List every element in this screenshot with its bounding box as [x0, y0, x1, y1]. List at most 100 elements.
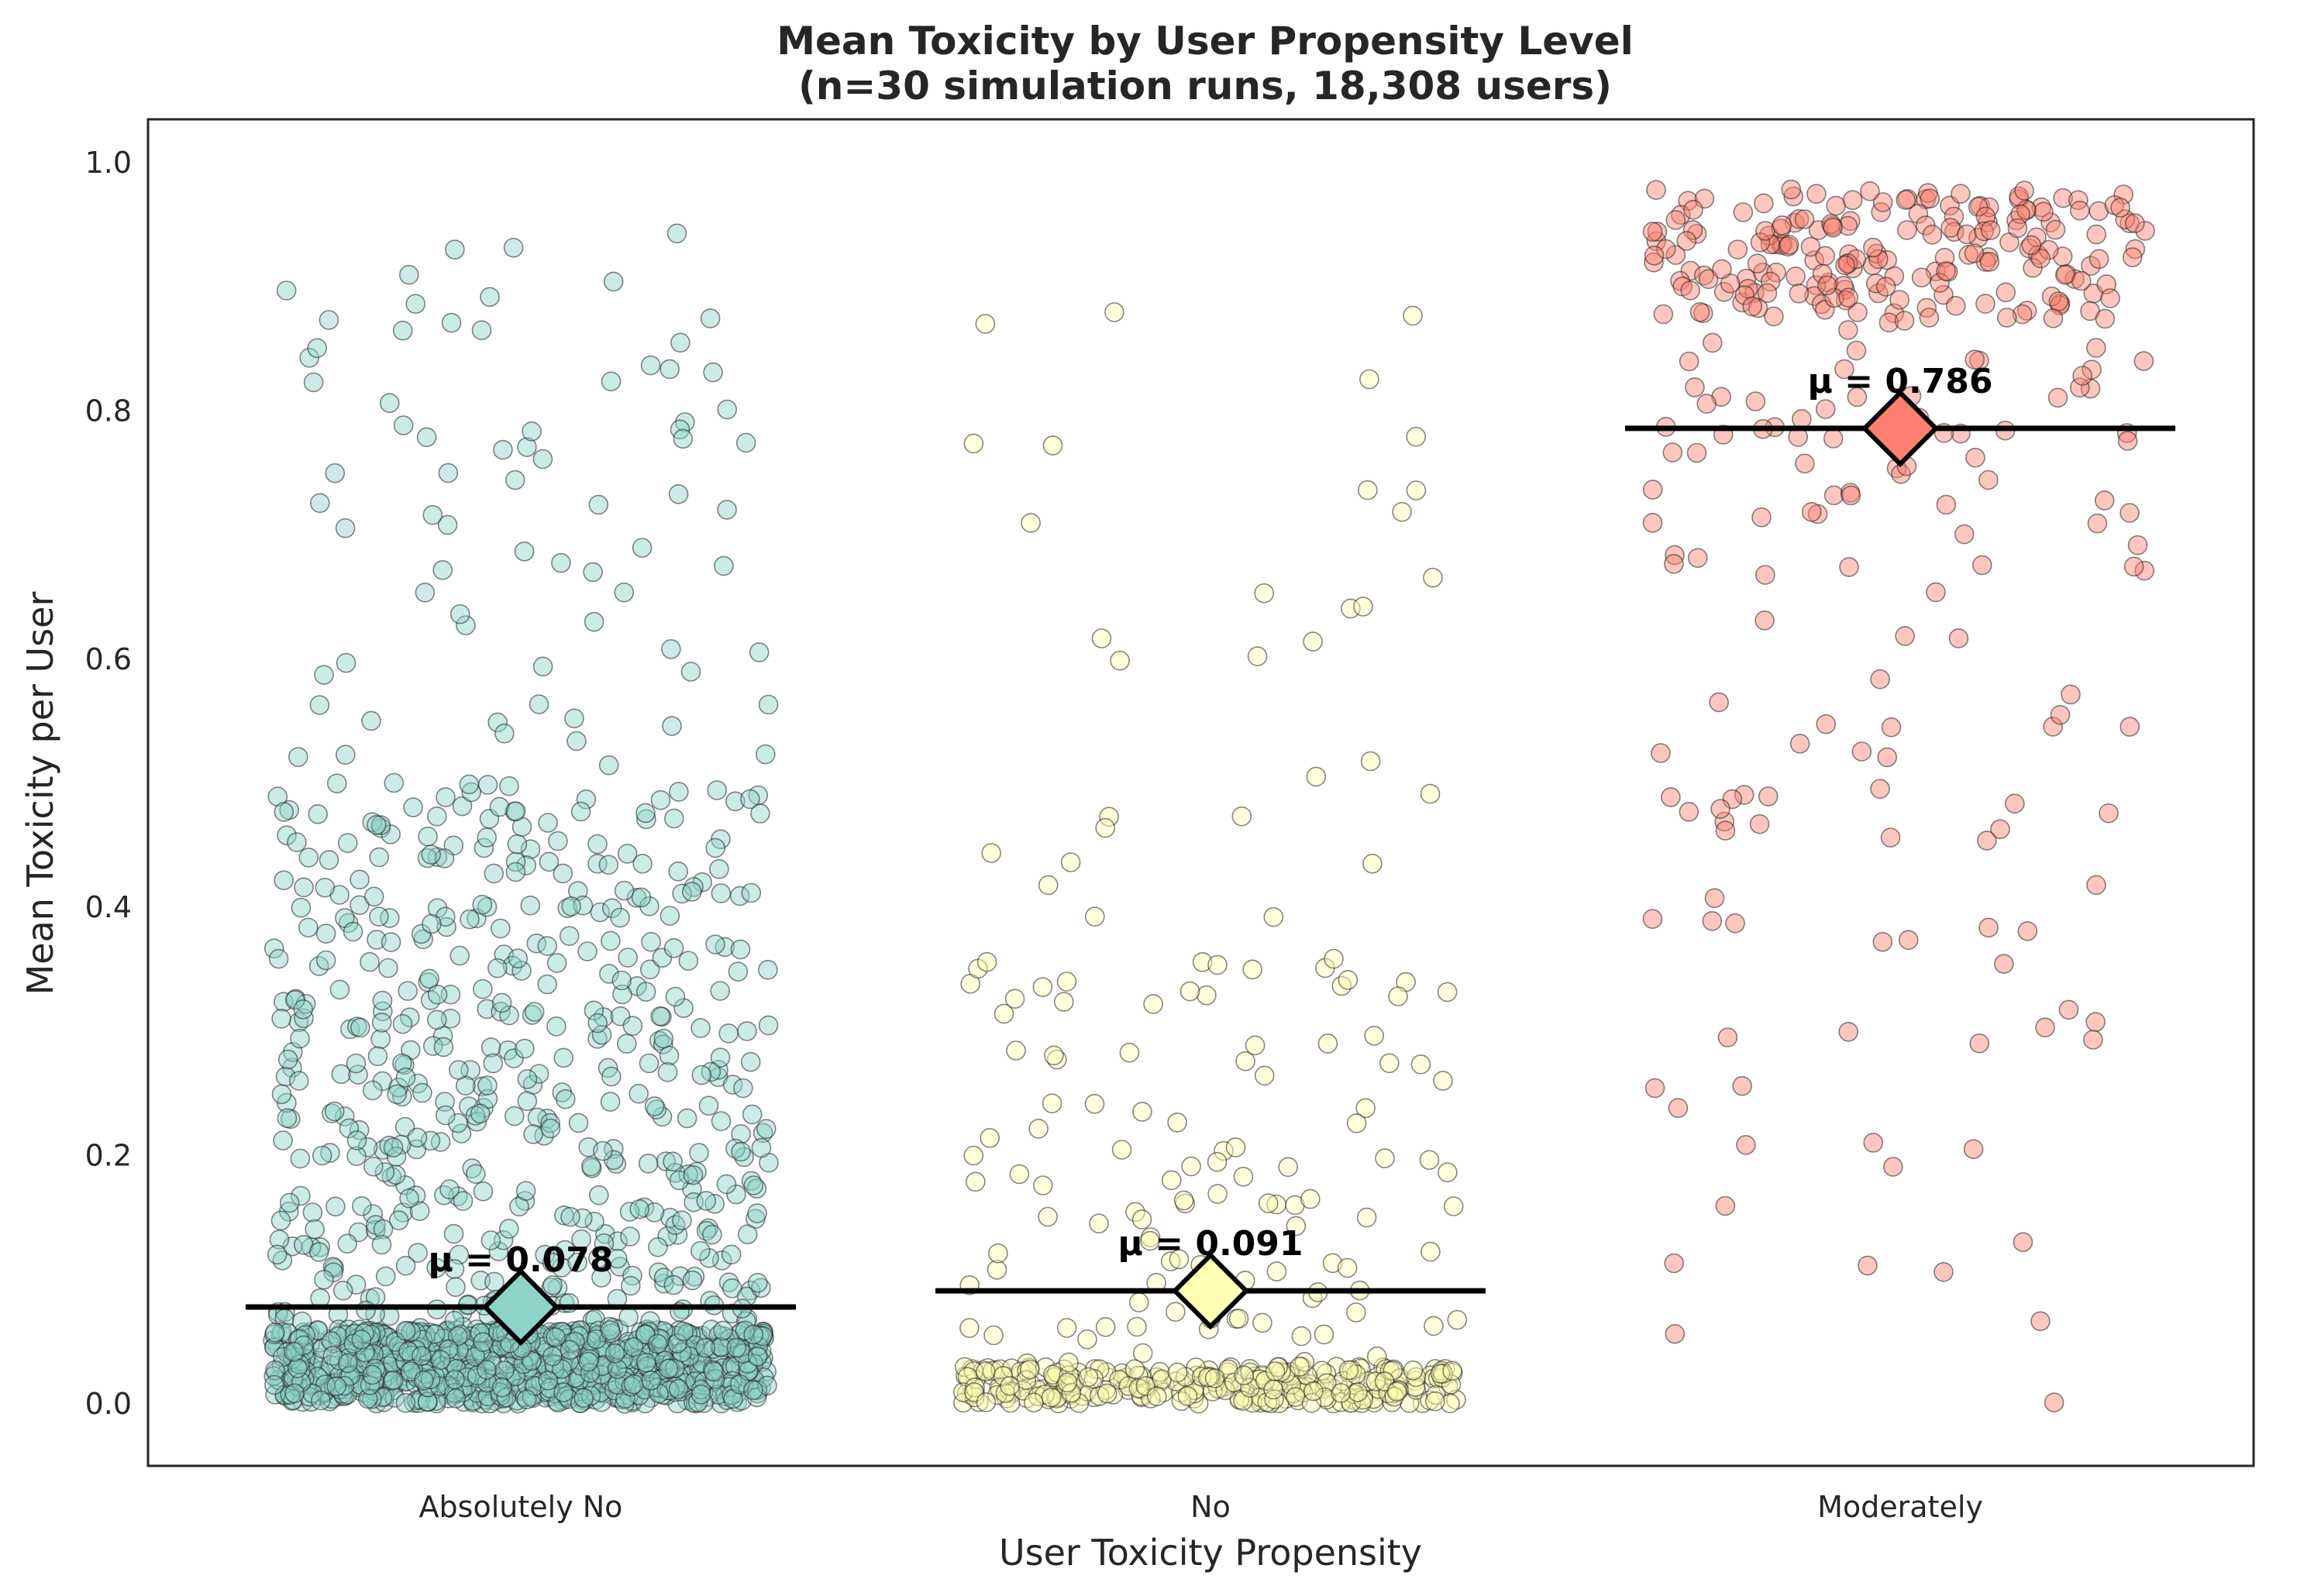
- data-point: [623, 1374, 644, 1395]
- data-point: [505, 862, 526, 882]
- data-point: [314, 665, 334, 685]
- data-point: [612, 984, 632, 1005]
- data-point: [604, 1343, 625, 1364]
- data-point: [2099, 803, 2119, 824]
- data-point: [1245, 1035, 1266, 1056]
- data-point: [670, 332, 690, 353]
- data-point: [437, 514, 458, 535]
- data-point: [360, 951, 380, 972]
- data-point: [1755, 565, 1775, 585]
- data-point: [1020, 1359, 1040, 1380]
- data-point: [267, 786, 288, 807]
- data-point: [1881, 717, 1902, 738]
- data-point: [267, 1244, 288, 1265]
- data-point: [2086, 224, 2106, 245]
- x-axis-label: User Toxicity Propensity: [999, 1532, 1422, 1574]
- data-point: [1736, 1135, 1756, 1155]
- data-point: [641, 1371, 662, 1391]
- data-point: [375, 1266, 396, 1287]
- data-point: [1177, 1386, 1198, 1406]
- data-point: [1038, 875, 1059, 896]
- data-point: [284, 1342, 304, 1362]
- data-point: [350, 895, 370, 916]
- data-point: [288, 1071, 309, 1091]
- data-point: [395, 1321, 416, 1341]
- data-point: [2047, 387, 2068, 408]
- data-point: [601, 371, 622, 392]
- data-point: [498, 1219, 519, 1239]
- data-point: [362, 1080, 383, 1101]
- data-point: [379, 393, 400, 414]
- data-point: [1032, 977, 1053, 997]
- data-point: [2086, 338, 2106, 358]
- data-point: [551, 552, 571, 573]
- data-point: [1838, 320, 1858, 340]
- data-point: [532, 449, 553, 470]
- data-point: [1234, 1365, 1254, 1386]
- data-point: [383, 1370, 404, 1391]
- data-point: [311, 1390, 331, 1411]
- data-point: [672, 1210, 692, 1230]
- data-point: [1979, 252, 1999, 272]
- data-point: [433, 1037, 454, 1058]
- data-point: [673, 998, 694, 1018]
- data-point: [493, 439, 513, 460]
- data-point: [1085, 906, 1105, 927]
- data-point: [560, 1206, 580, 1227]
- data-point: [2120, 503, 2140, 523]
- data-point: [1127, 1316, 1147, 1337]
- data-point: [384, 772, 405, 793]
- data-point: [570, 801, 591, 822]
- data-point: [473, 979, 493, 999]
- data-point: [1710, 799, 1730, 819]
- data-point: [600, 1320, 621, 1340]
- data-point: [370, 1029, 391, 1049]
- data-point: [1338, 1360, 1359, 1381]
- data-point: [1685, 377, 1705, 397]
- data-point: [1252, 1312, 1272, 1333]
- data-point: [746, 1178, 767, 1199]
- data-point: [1128, 1292, 1149, 1312]
- data-point: [657, 1062, 678, 1082]
- data-point: [546, 1016, 567, 1037]
- data-point: [658, 1358, 679, 1379]
- data-point: [2089, 249, 2109, 270]
- data-point: [700, 308, 721, 328]
- data-point: [505, 801, 526, 821]
- data-point: [1000, 1376, 1020, 1396]
- data-point: [1433, 1071, 1453, 1091]
- data-point: [1119, 1042, 1140, 1063]
- data-point: [1680, 280, 1700, 301]
- data-point: [716, 1174, 737, 1195]
- data-point: [983, 1325, 1004, 1346]
- data-point: [553, 1047, 574, 1068]
- data-point: [365, 1219, 386, 1240]
- data-point: [408, 1073, 429, 1094]
- data-point: [1880, 827, 1901, 848]
- data-point: [721, 1244, 742, 1265]
- data-point: [726, 1337, 747, 1358]
- data-point: [1254, 1065, 1275, 1086]
- data-point: [539, 851, 560, 872]
- data-point: [350, 869, 370, 890]
- data-point: [1042, 1093, 1062, 1113]
- data-point: [1816, 714, 1836, 734]
- data-point: [477, 1075, 498, 1096]
- data-point: [628, 1083, 649, 1104]
- data-point: [388, 1210, 409, 1230]
- data-point: [561, 896, 581, 917]
- data-point: [711, 1250, 732, 1271]
- data-point: [432, 559, 453, 580]
- data-point: [409, 1201, 430, 1221]
- data-point: [636, 809, 656, 830]
- data-point: [325, 463, 346, 483]
- data-point: [733, 1078, 753, 1099]
- data-point: [1664, 1253, 1684, 1274]
- data-point: [329, 979, 350, 1000]
- data-point: [607, 1248, 628, 1269]
- data-point: [1265, 1361, 1286, 1381]
- data-point: [271, 1084, 292, 1105]
- data-point: [418, 826, 438, 847]
- data-point: [737, 1224, 758, 1244]
- data-point: [663, 1151, 683, 1171]
